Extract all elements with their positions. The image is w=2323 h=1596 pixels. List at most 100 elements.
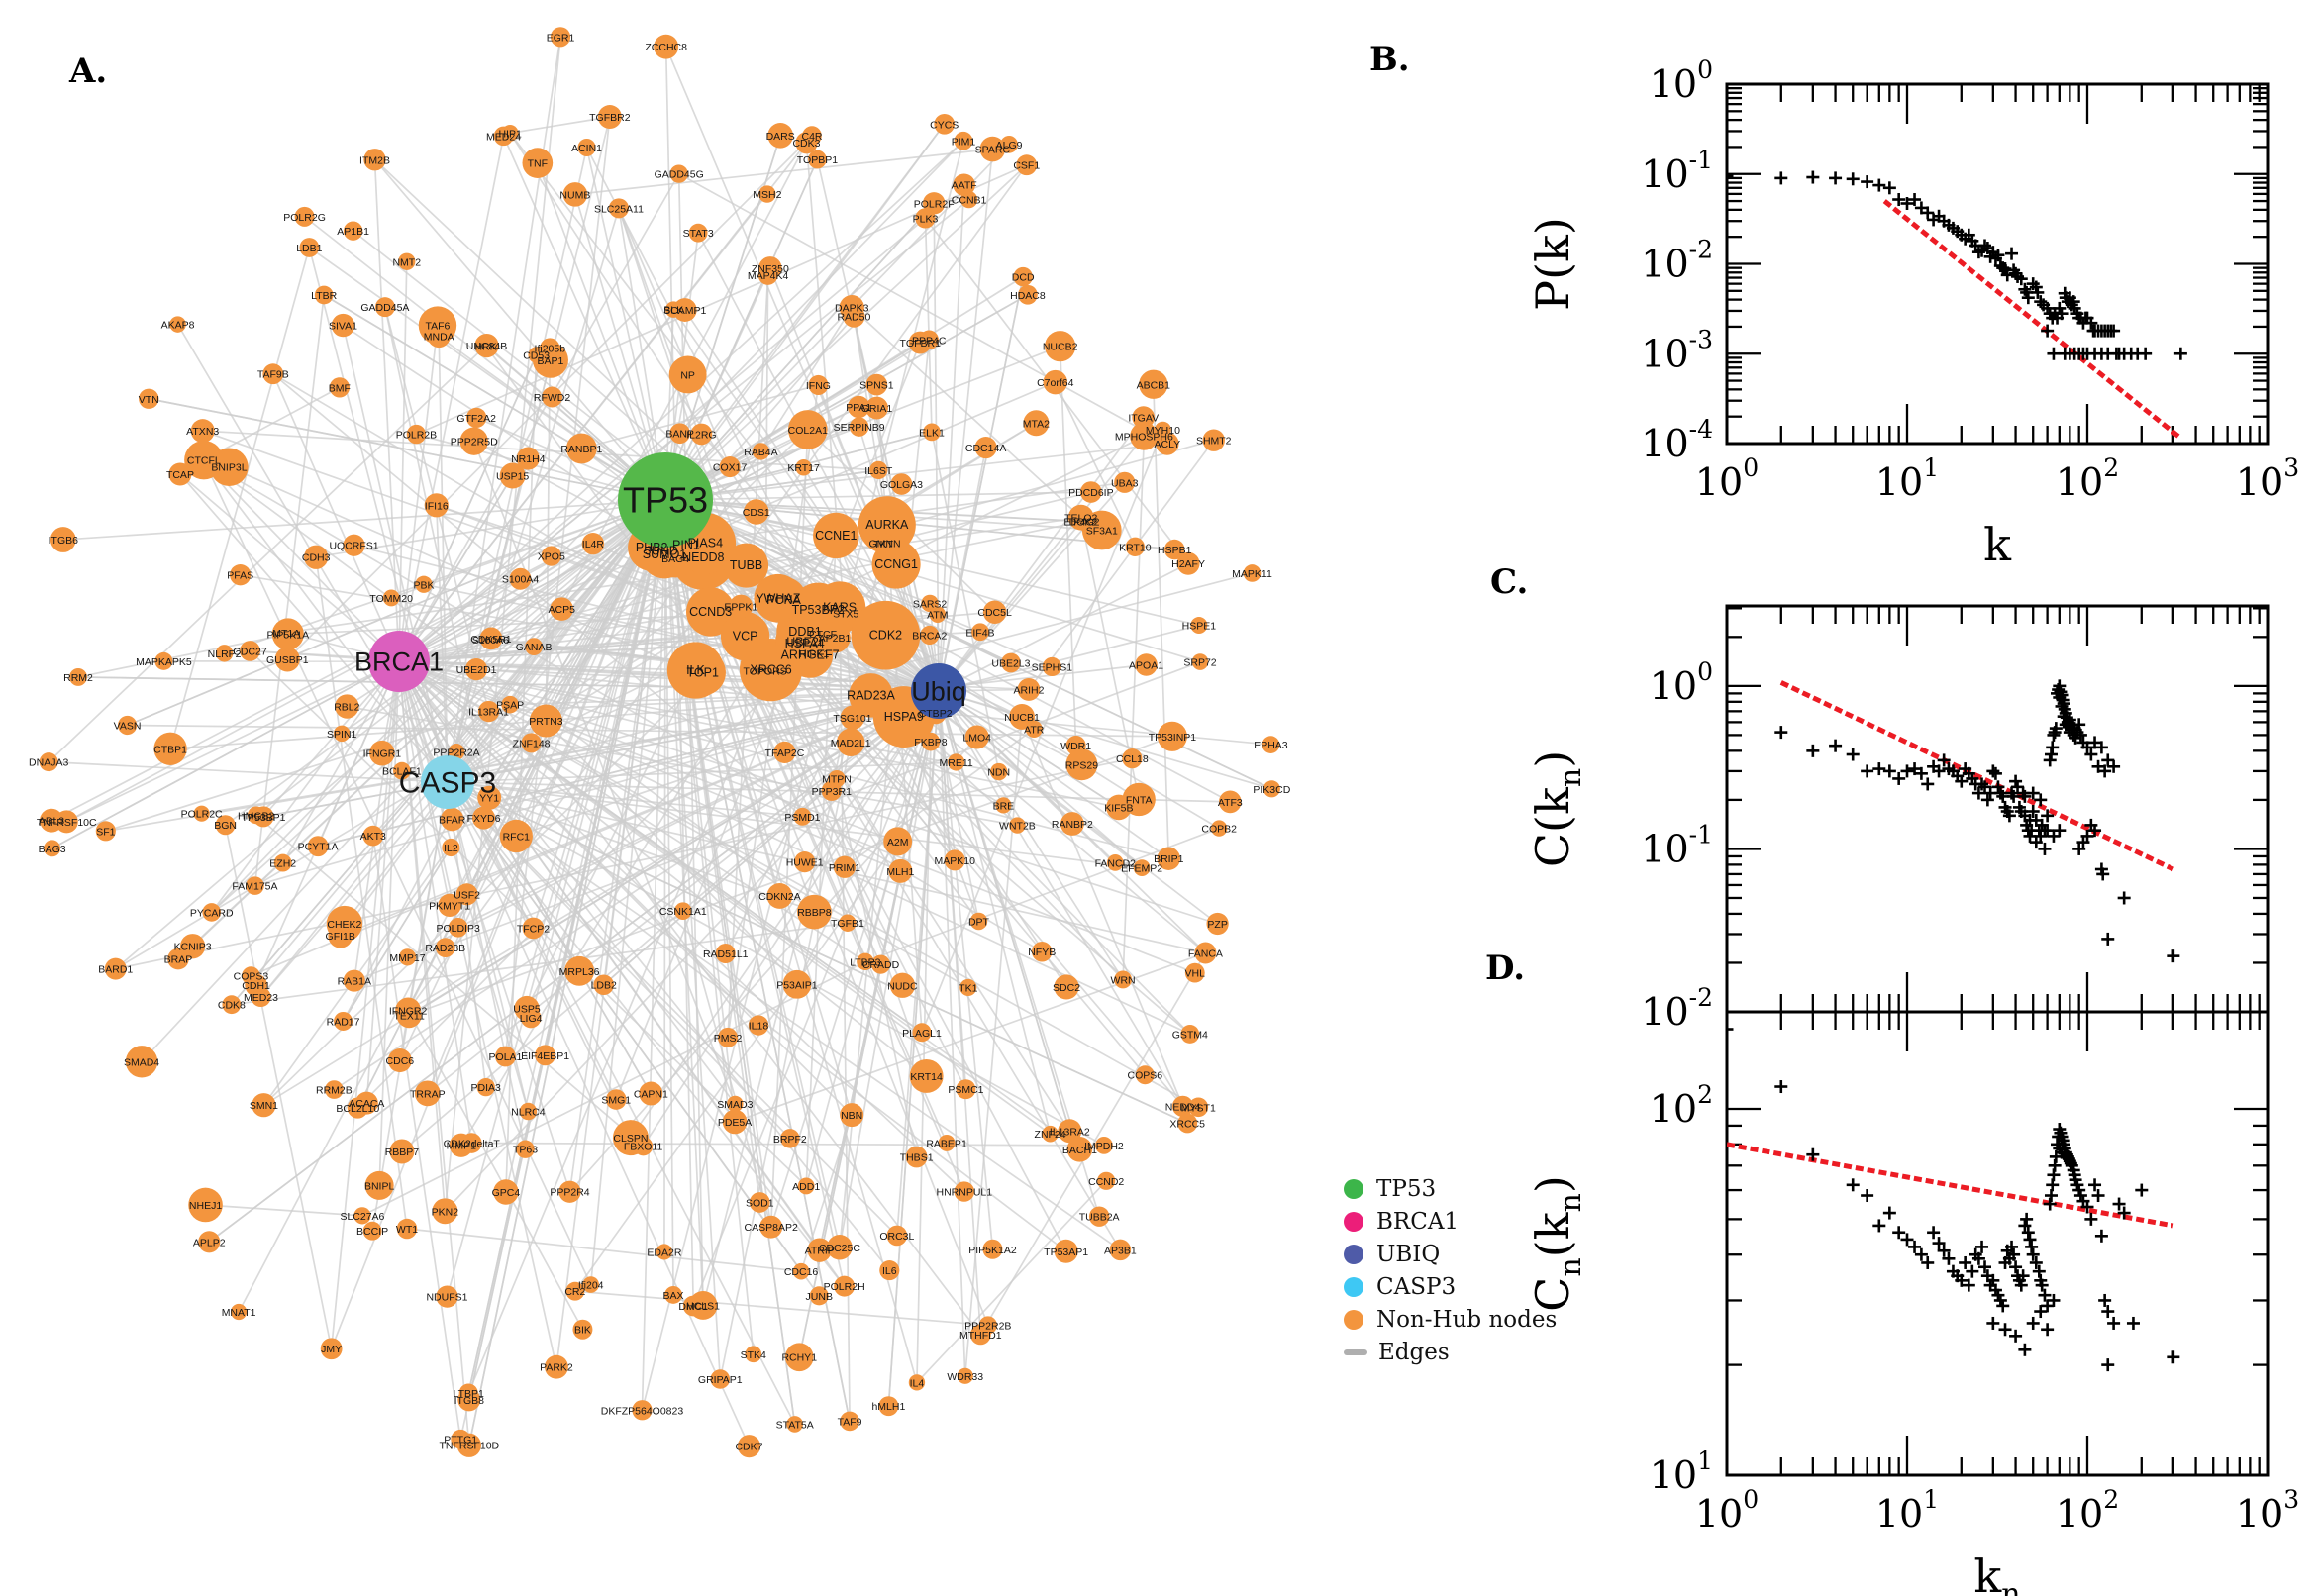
network-node [188,1187,223,1223]
network-edge [509,116,610,135]
network-node-label: COPB2 [1201,824,1237,836]
network-node [808,150,827,169]
network-node-label: PTTG1 [444,1435,477,1446]
network-node-label: CDC6 [386,1055,415,1067]
network-node [908,331,932,354]
network-edge [664,123,946,501]
network-edge [664,443,1167,501]
network-node [193,805,210,822]
network-node-label: WT1 [396,1224,418,1236]
network-node-label: PLAGL1 [902,1028,942,1040]
network-node-label: COPS3 [234,971,269,983]
network-node [654,34,679,59]
network-node-label: CCND3 [689,605,732,619]
network-node-label: MTPN [822,774,852,786]
network-node [325,1080,344,1099]
y-tick-label-B: 10-3 [1641,325,1713,375]
network-node [865,373,888,396]
network-edge [938,436,1146,692]
network-node [749,1192,770,1213]
network-node [464,658,488,681]
network-edge [460,535,838,1147]
network-node [1031,941,1053,962]
network-node-label: GRIPAP1 [698,1374,743,1386]
network-node-label: EIF4G2 [1063,517,1099,529]
network-node [1054,974,1079,1000]
network-node-label: KIF5B [1104,802,1133,814]
network-node-label: PIK3CD [1253,784,1290,796]
network-node [797,894,832,930]
network-node [632,1400,653,1421]
network-node [840,705,865,731]
network-edge [317,690,940,848]
network-edge [378,660,400,1186]
network-node-label: ORC3L [879,1231,914,1243]
network-edge [398,660,759,1027]
network-edge [664,499,755,1354]
network-node-label: FAM175A [232,881,277,893]
network-node-label: CDC14A [965,443,1006,454]
network-node [1009,817,1026,834]
network-node-label: SMAD4 [124,1056,159,1068]
network-node-label: PIAS4 [688,537,723,550]
network-node [719,456,741,478]
network-node [262,363,284,385]
network-node [440,807,464,832]
network-node-label: HRK [474,341,496,352]
network-node [957,1367,973,1384]
network-edge [444,690,940,1212]
network-node-label: IL13RA1 [468,707,509,719]
network-node [331,313,355,338]
network-node-label: GANAB [516,642,553,653]
legend-item: Non-Hub nodes [1344,1303,1557,1336]
network-node [418,306,457,345]
network-node-label: SARS2 [913,598,948,610]
network-node-label: NLRC4 [511,1107,546,1119]
network-node-label: ITGB8 [454,1395,485,1407]
network-node [888,858,913,883]
network-node-label: TGFB1 [831,918,864,930]
network-edge [340,499,666,937]
legend-node-swatch [1344,1211,1364,1232]
network-node-label: APOA1 [1129,659,1163,671]
network-node [333,725,351,743]
network-node-label: DCD [1012,272,1035,284]
network-node-label: ATM [927,610,948,622]
network-node-label: BNIP3L [211,462,247,474]
network-node-label: H2AFY [1171,558,1205,570]
network-node [387,1048,412,1073]
network-node [179,934,206,959]
network-node-label: CCNE1 [815,529,857,543]
network-node-label: KARS [823,600,857,614]
network-node-label: TOP1 [687,665,719,679]
network-node [459,427,488,455]
network-node-label: CDC5L [977,607,1012,619]
network-edge [924,218,933,433]
network-edge [447,781,487,1088]
network-node-label: SIVA1 [329,321,357,333]
network-node [608,198,629,219]
network-node-label: POLR2F [914,198,955,210]
network-node [294,206,315,227]
network-node-label: EGR1 [547,32,575,44]
network-node-label: MAPKAPK5 [136,656,192,668]
network-edge [398,217,927,662]
network-node [813,512,859,559]
network-edge [398,475,514,662]
network-node-label: CDK2deltaT [444,1139,501,1150]
network-node-label: MAP4K4 [748,270,789,282]
network-node [837,604,855,623]
network-node [766,882,793,909]
network-node-label: SHMT2 [1196,436,1232,448]
network-edge [259,781,449,998]
network-edge [938,690,1120,809]
network-node [1139,369,1168,399]
network-node [369,740,395,766]
network-edge [447,781,1143,869]
network-node [982,1239,1003,1259]
network-node-label: LTBR [311,290,337,302]
network-node-label: TOPBP1 [797,154,838,166]
x-axis-title-B: k [1983,518,2012,571]
network-edge [618,208,731,467]
network-node [435,938,455,958]
